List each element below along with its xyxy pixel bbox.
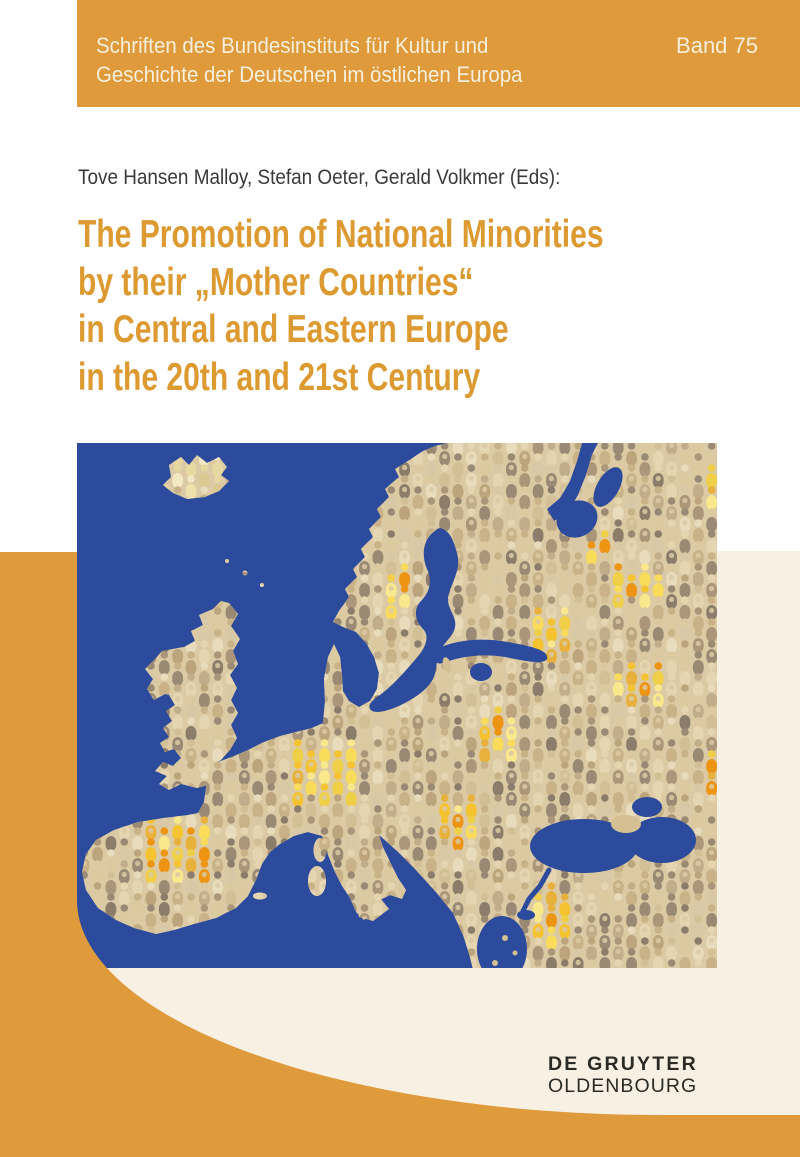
- title-line-4: in the 20th and 21st Century: [78, 355, 481, 399]
- publisher-imprint: OLDENBOURG: [548, 1075, 698, 1097]
- publisher-logo: DE GRUYTER OLDENBOURG: [548, 1053, 698, 1097]
- aegean-island: [502, 935, 508, 941]
- series-band: Schriften des Bundesinstituts für Kultur…: [77, 0, 800, 107]
- europe-map-svg: [77, 443, 717, 968]
- aegean-island: [512, 950, 518, 956]
- lake-onega: [593, 467, 623, 507]
- series-title-line1: Schriften des Bundesinstituts für Kultur…: [96, 33, 489, 58]
- publisher-name: DE GRUYTER: [548, 1053, 698, 1075]
- europe-map: [77, 443, 717, 968]
- crimea: [611, 815, 641, 833]
- aegean-island: [492, 960, 498, 966]
- volume-badge: Band 75: [676, 33, 758, 58]
- series-title: Schriften des Bundesinstituts für Kultur…: [96, 31, 522, 89]
- book-title: The Promotion of National Minorities by …: [78, 211, 761, 401]
- lake-ladoga: [556, 500, 598, 538]
- gulf-of-riga: [470, 663, 492, 681]
- title-line-2: by their „Mother Countries“: [78, 260, 474, 304]
- title-line-1: The Promotion of National Minorities: [78, 213, 604, 256]
- sea-of-azov: [632, 797, 662, 817]
- editors-line: Tove Hansen Malloy, Stefan Oeter, Gerald…: [78, 165, 561, 189]
- title-line-3: in Central and Eastern Europe: [78, 308, 509, 351]
- series-title-line2: Geschichte der Deutschen im östlichen Eu…: [96, 62, 523, 87]
- sea-of-marmara: [517, 910, 535, 920]
